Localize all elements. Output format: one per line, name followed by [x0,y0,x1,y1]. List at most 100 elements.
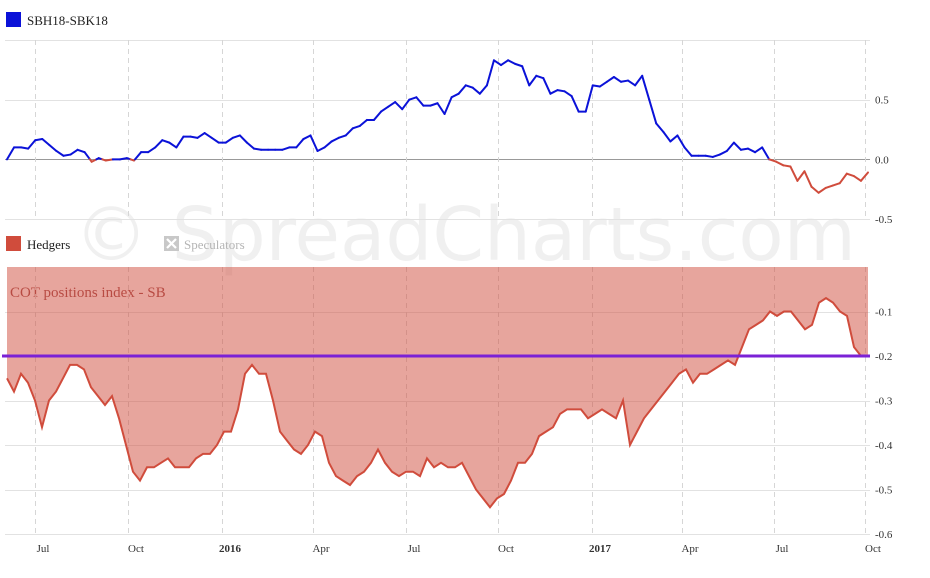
spread-line-segment [478,84,488,95]
spread-line-segment [34,138,44,142]
spread-line-segment [662,130,672,143]
x-tick-label: 2017 [589,543,612,555]
spread-line-segment [535,74,545,80]
x-tick-label: Jul [408,543,421,555]
spread-line-segment [556,89,566,93]
y-tick-label-bottom: -0.1 [875,307,892,319]
spread-line-segment [203,132,213,139]
spread-line-segment [817,186,827,194]
spread-line-segment [521,65,531,87]
spread-line-segment [838,172,848,185]
spread-line-segment [168,141,178,149]
spread-line-segment [528,74,538,87]
y-tick-label-top: 0.5 [875,95,889,107]
spread-line-segment [775,160,785,167]
spread-line-segment [634,74,644,87]
spread-line-segment [739,147,750,151]
spread-line-segment [464,84,474,89]
spread-line-segment [676,134,686,149]
spread-line-segment [302,134,312,141]
spread-line-segment [76,148,86,154]
spread-line-segment [344,127,354,137]
y-tick-label-bottom: -0.2 [875,351,892,363]
spread-line-segment [330,136,340,143]
spread-line-segment [549,89,559,95]
spread-line-segment [436,102,446,115]
x-tick-label: Oct [498,543,514,555]
spread-line-segment [845,172,855,178]
speculators-legend-checkbox-icon[interactable] [164,236,179,251]
spread-line-segment [747,147,757,154]
spread-line-segment [761,146,771,161]
spread-line-segment [210,136,220,144]
hedgers-legend-label[interactable]: Hedgers [27,237,70,252]
spread-line-segment [824,184,834,189]
spread-line-segment [711,153,721,158]
spread-line-segment [161,139,171,144]
spread-line-segment [754,146,764,154]
x-tick-label: 2016 [219,543,242,555]
spread-line-segment [782,164,792,168]
spread-line-segment [591,84,601,88]
spread-line-segment [648,98,658,125]
spread-line-segment [718,149,728,156]
spread-line-segment [443,96,453,115]
spread-line-segment [500,59,510,67]
spread-line-segment [351,124,361,130]
spread-line-segment [224,136,234,144]
spread-line-segment [563,90,573,98]
spread-line-segment [810,185,820,194]
spread-line-segment [831,182,841,187]
x-tick-label: Oct [128,543,144,555]
spread-line-segment [704,154,714,158]
spread-line-segment [238,134,248,144]
spread-line-segment [189,135,199,139]
spread-legend-swatch[interactable] [6,12,21,27]
spread-line-segment [683,146,693,157]
spread-line-segment [859,171,869,182]
spread-line-segment [542,77,552,95]
spread-line-segment [492,59,503,67]
spread-line-segment [295,138,305,149]
spread-line-segment [796,170,806,182]
x-tick-label: Jul [776,543,789,555]
spread-line-segment [507,59,517,65]
spread-line-segment [245,141,256,150]
spread-line-segment [570,95,580,113]
spread-line-segment [584,84,594,113]
spread-line-segment [118,157,128,161]
speculators-legend-label[interactable]: Speculators [184,237,245,252]
spread-line-segment [104,158,114,162]
spread-line-segment [415,96,425,107]
spread-line-segment [732,141,742,151]
spread-line-segment [20,146,30,150]
spread-line-segment [457,84,467,95]
x-tick-label: Jul [37,543,50,555]
spread-line-segment [372,110,383,121]
spread-line-segment [231,134,241,139]
spread-line-segment [358,118,368,127]
spread-line-segment [725,141,735,152]
spread-line-segment [147,146,157,154]
hedgers-legend-swatch[interactable] [6,236,21,251]
spread-line-segment [655,122,665,133]
spread-legend-label[interactable]: SBH18-SBK18 [27,13,108,28]
spread-line-segment [41,138,51,147]
spread-line-segment [337,134,347,139]
spread-line-segment [408,96,418,101]
spread-line-segment [803,170,813,188]
spread-line-segment [69,148,79,156]
spread-line-segment [27,139,37,150]
spread-line-segment [394,101,404,111]
spread-line-segment [852,175,862,182]
y-tick-label-bottom: -0.5 [875,485,893,497]
spread-line-segment [55,149,65,157]
x-tick-label: Apr [681,543,698,555]
spread-line-segment [768,158,778,163]
spread-line-segment [196,132,206,139]
spread-line-segment [514,62,524,68]
spread-line-segment [281,146,291,151]
spread-line-segment [316,146,326,152]
y-tick-label-bottom: -0.3 [875,396,893,408]
spread-line-segment [154,139,164,149]
